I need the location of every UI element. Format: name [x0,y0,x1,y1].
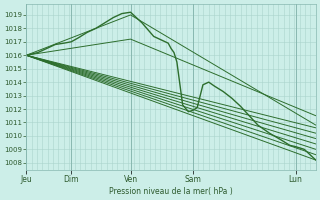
X-axis label: Pression niveau de la mer( hPa ): Pression niveau de la mer( hPa ) [109,187,233,196]
